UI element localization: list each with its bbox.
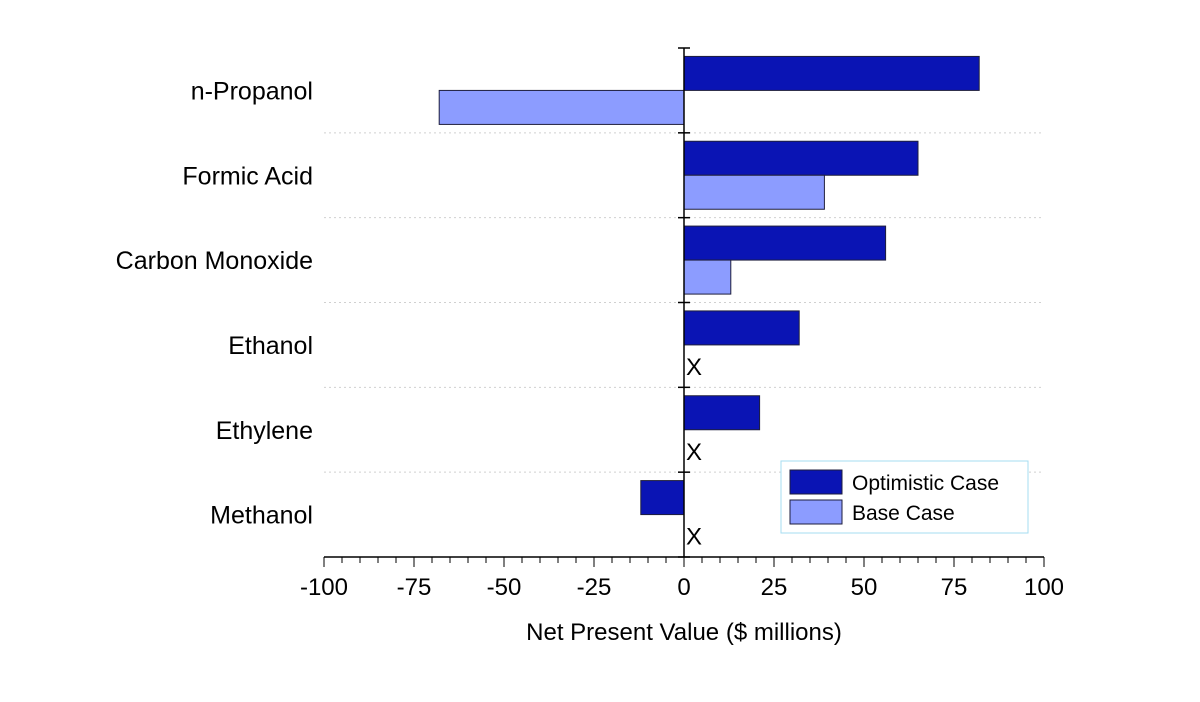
x-tick-label: 25 xyxy=(761,574,788,601)
bar-marks: X X X xyxy=(438,55,980,551)
category-label: Methanol xyxy=(210,502,313,530)
x-tick-label: -50 xyxy=(487,574,522,601)
missing-value-marker: X xyxy=(686,524,702,551)
bar-base-case-carbon-monoxide xyxy=(683,259,732,295)
legend-label-optimistic-case: Optimistic Case xyxy=(852,472,999,495)
category-label: Carbon Monoxide xyxy=(116,247,313,275)
legend: Optimistic Case Base Case xyxy=(780,460,1029,534)
x-tick-label: 100 xyxy=(1024,574,1064,601)
x-tick-label: -25 xyxy=(577,574,612,601)
x-tick-label: -100 xyxy=(300,574,348,601)
bar-optimistic-case-formic-acid xyxy=(683,140,919,176)
bar-optimistic-case-n-propanol xyxy=(683,55,980,91)
legend-swatch-base-case xyxy=(789,499,843,525)
category-labels: n-Propanol Formic Acid Carbon Monoxide Etha… xyxy=(116,77,313,529)
category-label: Formic Acid xyxy=(182,162,313,190)
x-tick-label: 75 xyxy=(941,574,968,601)
x-tick-labels: -100 -75 -50 -25 0 25 50 75 100 xyxy=(300,574,1064,601)
x-tick-label: 0 xyxy=(677,574,690,601)
axes xyxy=(323,47,1045,567)
category-label: n-Propanol xyxy=(191,77,313,105)
bar-base-case-formic-acid xyxy=(683,174,825,210)
category-label: Ethanol xyxy=(228,332,313,360)
category-label: Ethylene xyxy=(216,417,313,445)
bar-optimistic-case-carbon-monoxide xyxy=(683,225,887,261)
missing-value-marker: X xyxy=(686,439,702,466)
x-tick-label: 50 xyxy=(851,574,878,601)
bar-base-case-n-propanol xyxy=(438,89,685,125)
missing-value-marker: X xyxy=(686,354,702,381)
bar-optimistic-case-methanol xyxy=(640,480,685,516)
bar-optimistic-case-ethylene xyxy=(683,395,761,431)
legend-label-base-case: Base Case xyxy=(852,502,955,525)
bar-optimistic-case-ethanol xyxy=(683,310,800,346)
legend-swatch-optimistic-case xyxy=(789,469,843,495)
x-axis-title: Net Present Value ($ millions) xyxy=(526,619,842,646)
x-tick-label: -75 xyxy=(397,574,432,601)
